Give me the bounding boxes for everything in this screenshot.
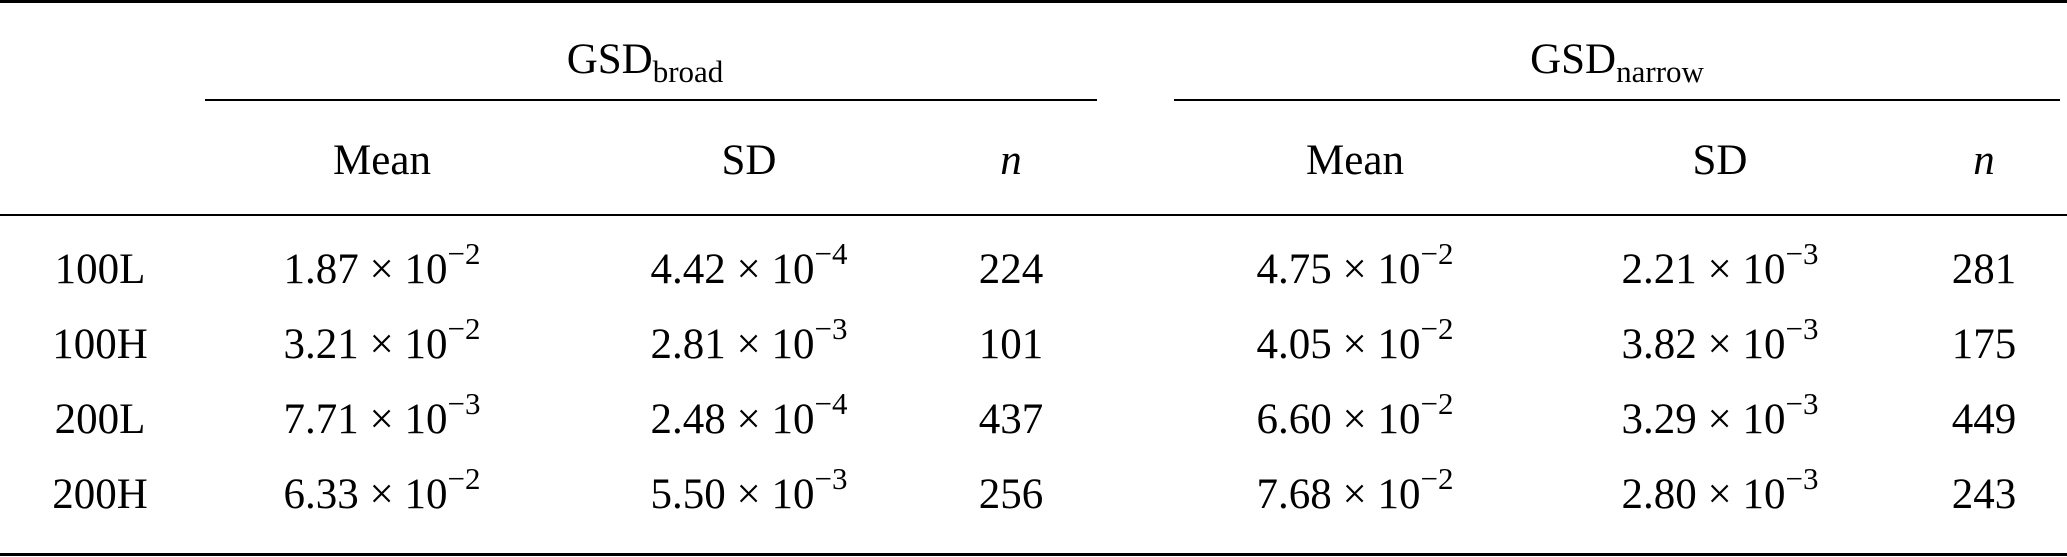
times-ten: × 10 — [1342, 471, 1421, 518]
times-ten: × 10 — [1342, 321, 1421, 368]
exponent: −3 — [1785, 310, 1819, 346]
times-ten: × 10 — [736, 396, 815, 443]
subheader-n: n — [1000, 137, 1022, 184]
broad-sd-cell: 2.48 × 10−4 — [650, 388, 848, 443]
exponent: −3 — [814, 460, 848, 496]
narrow-n-cell: 449 — [1951, 396, 2017, 443]
row-label-cell: 200H — [52, 471, 148, 518]
mantissa: 3.29 — [1621, 396, 1697, 443]
times-ten: × 10 — [369, 246, 448, 293]
mantissa: 3.82 — [1621, 321, 1697, 368]
exponent: −2 — [1420, 385, 1454, 421]
broad-sd-cell: 5.50 × 10−3 — [650, 463, 848, 518]
group-base: GSD — [1530, 36, 1617, 83]
exponent: −2 — [1420, 460, 1454, 496]
subheader-sd: SD — [721, 137, 777, 184]
times-ten: × 10 — [1707, 471, 1786, 518]
mantissa: 2.21 — [1621, 246, 1697, 293]
cmidrule-narrow — [1174, 99, 2060, 101]
bottom-rule — [0, 553, 2067, 556]
narrow-sd-cell: 2.21 × 10−3 — [1621, 238, 1819, 293]
subheader-n: n — [1973, 137, 1995, 184]
mantissa: 4.05 — [1256, 321, 1332, 368]
times-ten: × 10 — [369, 396, 448, 443]
mantissa: 7.68 — [1256, 471, 1332, 518]
times-ten: × 10 — [736, 321, 815, 368]
exponent: −2 — [1420, 235, 1454, 271]
times-ten: × 10 — [369, 321, 448, 368]
row-label-cell: 100L — [54, 246, 146, 293]
exponent: −3 — [447, 385, 481, 421]
mantissa: 2.81 — [650, 321, 726, 368]
broad-mean-cell: 7.71 × 10−3 — [283, 388, 481, 443]
mid-rule — [0, 214, 2067, 216]
broad-n-cell: 224 — [978, 246, 1044, 293]
exponent: −4 — [814, 385, 848, 421]
times-ten: × 10 — [1707, 321, 1786, 368]
broad-n-cell: 437 — [978, 396, 1044, 443]
group-header-broad: GSDbroad — [566, 36, 724, 87]
broad-mean-cell: 6.33 × 10−2 — [283, 463, 481, 518]
exponent: −3 — [1785, 460, 1819, 496]
top-rule — [0, 0, 2067, 3]
group-header-narrow: GSDnarrow — [1530, 36, 1704, 87]
mantissa: 4.75 — [1256, 246, 1332, 293]
exponent: −4 — [814, 235, 848, 271]
group-subscript: narrow — [1616, 54, 1704, 89]
broad-mean-cell: 3.21 × 10−2 — [283, 313, 481, 368]
exponent: −2 — [447, 235, 481, 271]
narrow-sd-cell: 3.29 × 10−3 — [1621, 388, 1819, 443]
narrow-sd-cell: 3.82 × 10−3 — [1621, 313, 1819, 368]
narrow-n-cell: 281 — [1951, 246, 2017, 293]
exponent: −3 — [1785, 385, 1819, 421]
times-ten: × 10 — [736, 471, 815, 518]
mantissa: 3.21 — [283, 321, 359, 368]
mantissa: 4.42 — [650, 246, 726, 293]
narrow-sd-cell: 2.80 × 10−3 — [1621, 463, 1819, 518]
broad-mean-cell: 1.87 × 10−2 — [283, 238, 481, 293]
broad-n-cell: 101 — [978, 321, 1044, 368]
narrow-mean-cell: 7.68 × 10−2 — [1256, 463, 1454, 518]
mantissa: 1.87 — [283, 246, 359, 293]
narrow-mean-cell: 4.75 × 10−2 — [1256, 238, 1454, 293]
mantissa: 7.71 — [283, 396, 359, 443]
narrow-n-cell: 243 — [1951, 471, 2017, 518]
row-label-cell: 100H — [52, 321, 148, 368]
narrow-mean-cell: 4.05 × 10−2 — [1256, 313, 1454, 368]
exponent: −2 — [447, 460, 481, 496]
row-label-cell: 200L — [54, 396, 146, 443]
times-ten: × 10 — [369, 471, 448, 518]
subheader-sd: SD — [1692, 137, 1748, 184]
mantissa: 2.48 — [650, 396, 726, 443]
mantissa: 6.60 — [1256, 396, 1332, 443]
times-ten: × 10 — [736, 246, 815, 293]
broad-sd-cell: 2.81 × 10−3 — [650, 313, 848, 368]
mantissa: 5.50 — [650, 471, 726, 518]
exponent: −2 — [447, 310, 481, 346]
group-base: GSD — [566, 36, 653, 83]
broad-sd-cell: 4.42 × 10−4 — [650, 238, 848, 293]
exponent: −3 — [814, 310, 848, 346]
mantissa: 6.33 — [283, 471, 359, 518]
times-ten: × 10 — [1342, 246, 1421, 293]
exponent: −2 — [1420, 310, 1454, 346]
mantissa: 2.80 — [1621, 471, 1697, 518]
broad-n-cell: 256 — [978, 471, 1044, 518]
narrow-n-cell: 175 — [1951, 321, 2017, 368]
cmidrule-broad — [205, 99, 1097, 101]
times-ten: × 10 — [1707, 246, 1786, 293]
exponent: −3 — [1785, 235, 1819, 271]
subheader-mean: Mean — [1306, 137, 1404, 184]
group-subscript: broad — [652, 54, 724, 89]
subheader-mean: Mean — [333, 137, 431, 184]
narrow-mean-cell: 6.60 × 10−2 — [1256, 388, 1454, 443]
times-ten: × 10 — [1342, 396, 1421, 443]
times-ten: × 10 — [1707, 396, 1786, 443]
